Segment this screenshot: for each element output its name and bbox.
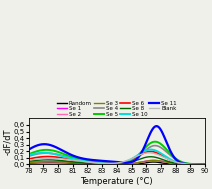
X-axis label: Temperature (°C): Temperature (°C) xyxy=(81,177,153,186)
Legend: Random, Se 1, Se 2, Se 3, Se 4, Se 5, Se 6, Se 8, Se 10, Se 11, Blank: Random, Se 1, Se 2, Se 3, Se 4, Se 5, Se… xyxy=(57,101,177,117)
Y-axis label: -dF/dT: -dF/dT xyxy=(3,128,12,155)
